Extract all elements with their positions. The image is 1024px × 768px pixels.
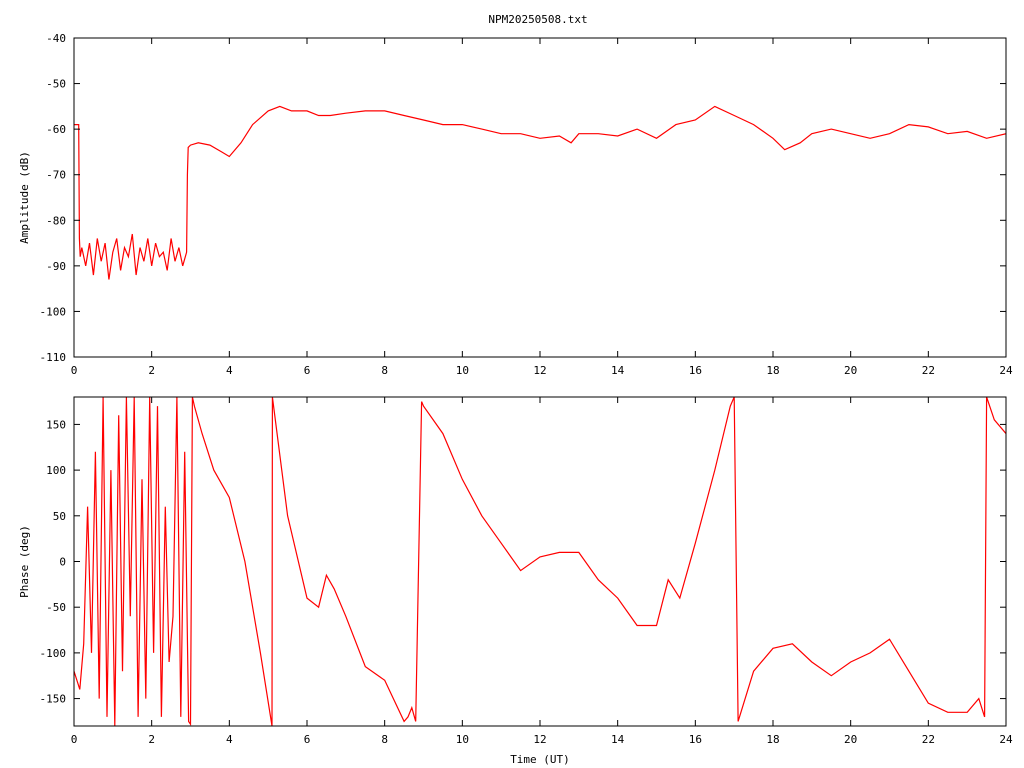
amplitude-series-group bbox=[74, 105, 1006, 280]
amplitude-x-tick-label: 4 bbox=[226, 364, 233, 377]
phase-x-tick-label: 22 bbox=[922, 733, 935, 746]
amplitude-x-tick-label: 10 bbox=[456, 364, 469, 377]
amplitude-x-tick-label: 12 bbox=[533, 364, 546, 377]
amplitude-y-tick-label: -80 bbox=[46, 214, 66, 227]
amplitude-x-tick-label: 18 bbox=[766, 364, 779, 377]
phase-panel: 0 2 4 6 8 10 12 14 16 18 20 22 24-150-100-5005010015… bbox=[18, 396, 1013, 746]
amplitude-x-tick-label: 24 bbox=[999, 364, 1013, 377]
amplitude-axis-ticks: 0 2 4 6 8 10 12 14 16 18 20 22 24-110-100-90-80-70-6… bbox=[40, 32, 1013, 377]
time-x-axis-label: Time (UT) bbox=[510, 753, 570, 766]
phase-x-tick-label: 20 bbox=[844, 733, 857, 746]
phase-x-tick-label: 14 bbox=[611, 733, 625, 746]
phase-series-group bbox=[74, 397, 1006, 726]
phase-y-axis-label: Phase (deg) bbox=[18, 525, 31, 598]
amplitude-y-axis-label: Amplitude (dB) bbox=[18, 151, 31, 244]
phase-x-tick-label: 2 bbox=[148, 733, 155, 746]
amplitude-y-tick-label: -100 bbox=[40, 305, 67, 318]
amplitude-x-tick-label: 6 bbox=[304, 364, 311, 377]
amplitude-series-line-0 bbox=[74, 105, 1006, 280]
phase-y-tick-label: 100 bbox=[46, 464, 66, 477]
amplitude-y-tick-label: -90 bbox=[46, 260, 66, 273]
amplitude-x-tick-label: 14 bbox=[611, 364, 625, 377]
phase-axis-ticks: 0 2 4 6 8 10 12 14 16 18 20 22 24-150-100-5005010015… bbox=[40, 397, 1013, 746]
amplitude-y-tick-label: -70 bbox=[46, 169, 66, 182]
phase-x-tick-label: 16 bbox=[689, 733, 702, 746]
phase-x-tick-label: 18 bbox=[766, 733, 779, 746]
phase-x-tick-label: 8 bbox=[381, 733, 388, 746]
phase-x-tick-label: 12 bbox=[533, 733, 546, 746]
phase-y-tick-label: -150 bbox=[40, 693, 67, 706]
phase-y-tick-label: 50 bbox=[53, 510, 66, 523]
amplitude-x-tick-label: 16 bbox=[689, 364, 702, 377]
amplitude-y-tick-label: -110 bbox=[40, 351, 67, 364]
phase-x-tick-label: 24 bbox=[999, 733, 1013, 746]
phase-x-tick-label: 0 bbox=[71, 733, 78, 746]
phase-x-tick-label: 4 bbox=[226, 733, 233, 746]
phase-y-tick-label: -50 bbox=[46, 601, 66, 614]
amplitude-y-tick-label: -40 bbox=[46, 32, 66, 45]
chart-title: NPM20250508.txt bbox=[488, 13, 587, 26]
phase-x-tick-label: 6 bbox=[304, 733, 311, 746]
phase-series-line-0 bbox=[74, 397, 1006, 726]
amplitude-x-tick-label: 20 bbox=[844, 364, 857, 377]
amplitude-x-tick-label: 0 bbox=[71, 364, 78, 377]
amplitude-panel: 0 2 4 6 8 10 12 14 16 18 20 22 24-110-100-90-80-70-6… bbox=[18, 32, 1013, 377]
phase-y-tick-label: 0 bbox=[59, 556, 66, 569]
phase-y-tick-label: 150 bbox=[46, 418, 66, 431]
phase-x-tick-label: 10 bbox=[456, 733, 469, 746]
phase-y-tick-label: -100 bbox=[40, 647, 67, 660]
amplitude-y-tick-label: -50 bbox=[46, 78, 66, 91]
amplitude-y-tick-label: -60 bbox=[46, 123, 66, 136]
amplitude-x-tick-label: 2 bbox=[148, 364, 155, 377]
amplitude-x-tick-label: 22 bbox=[922, 364, 935, 377]
amplitude-x-tick-label: 8 bbox=[381, 364, 388, 377]
